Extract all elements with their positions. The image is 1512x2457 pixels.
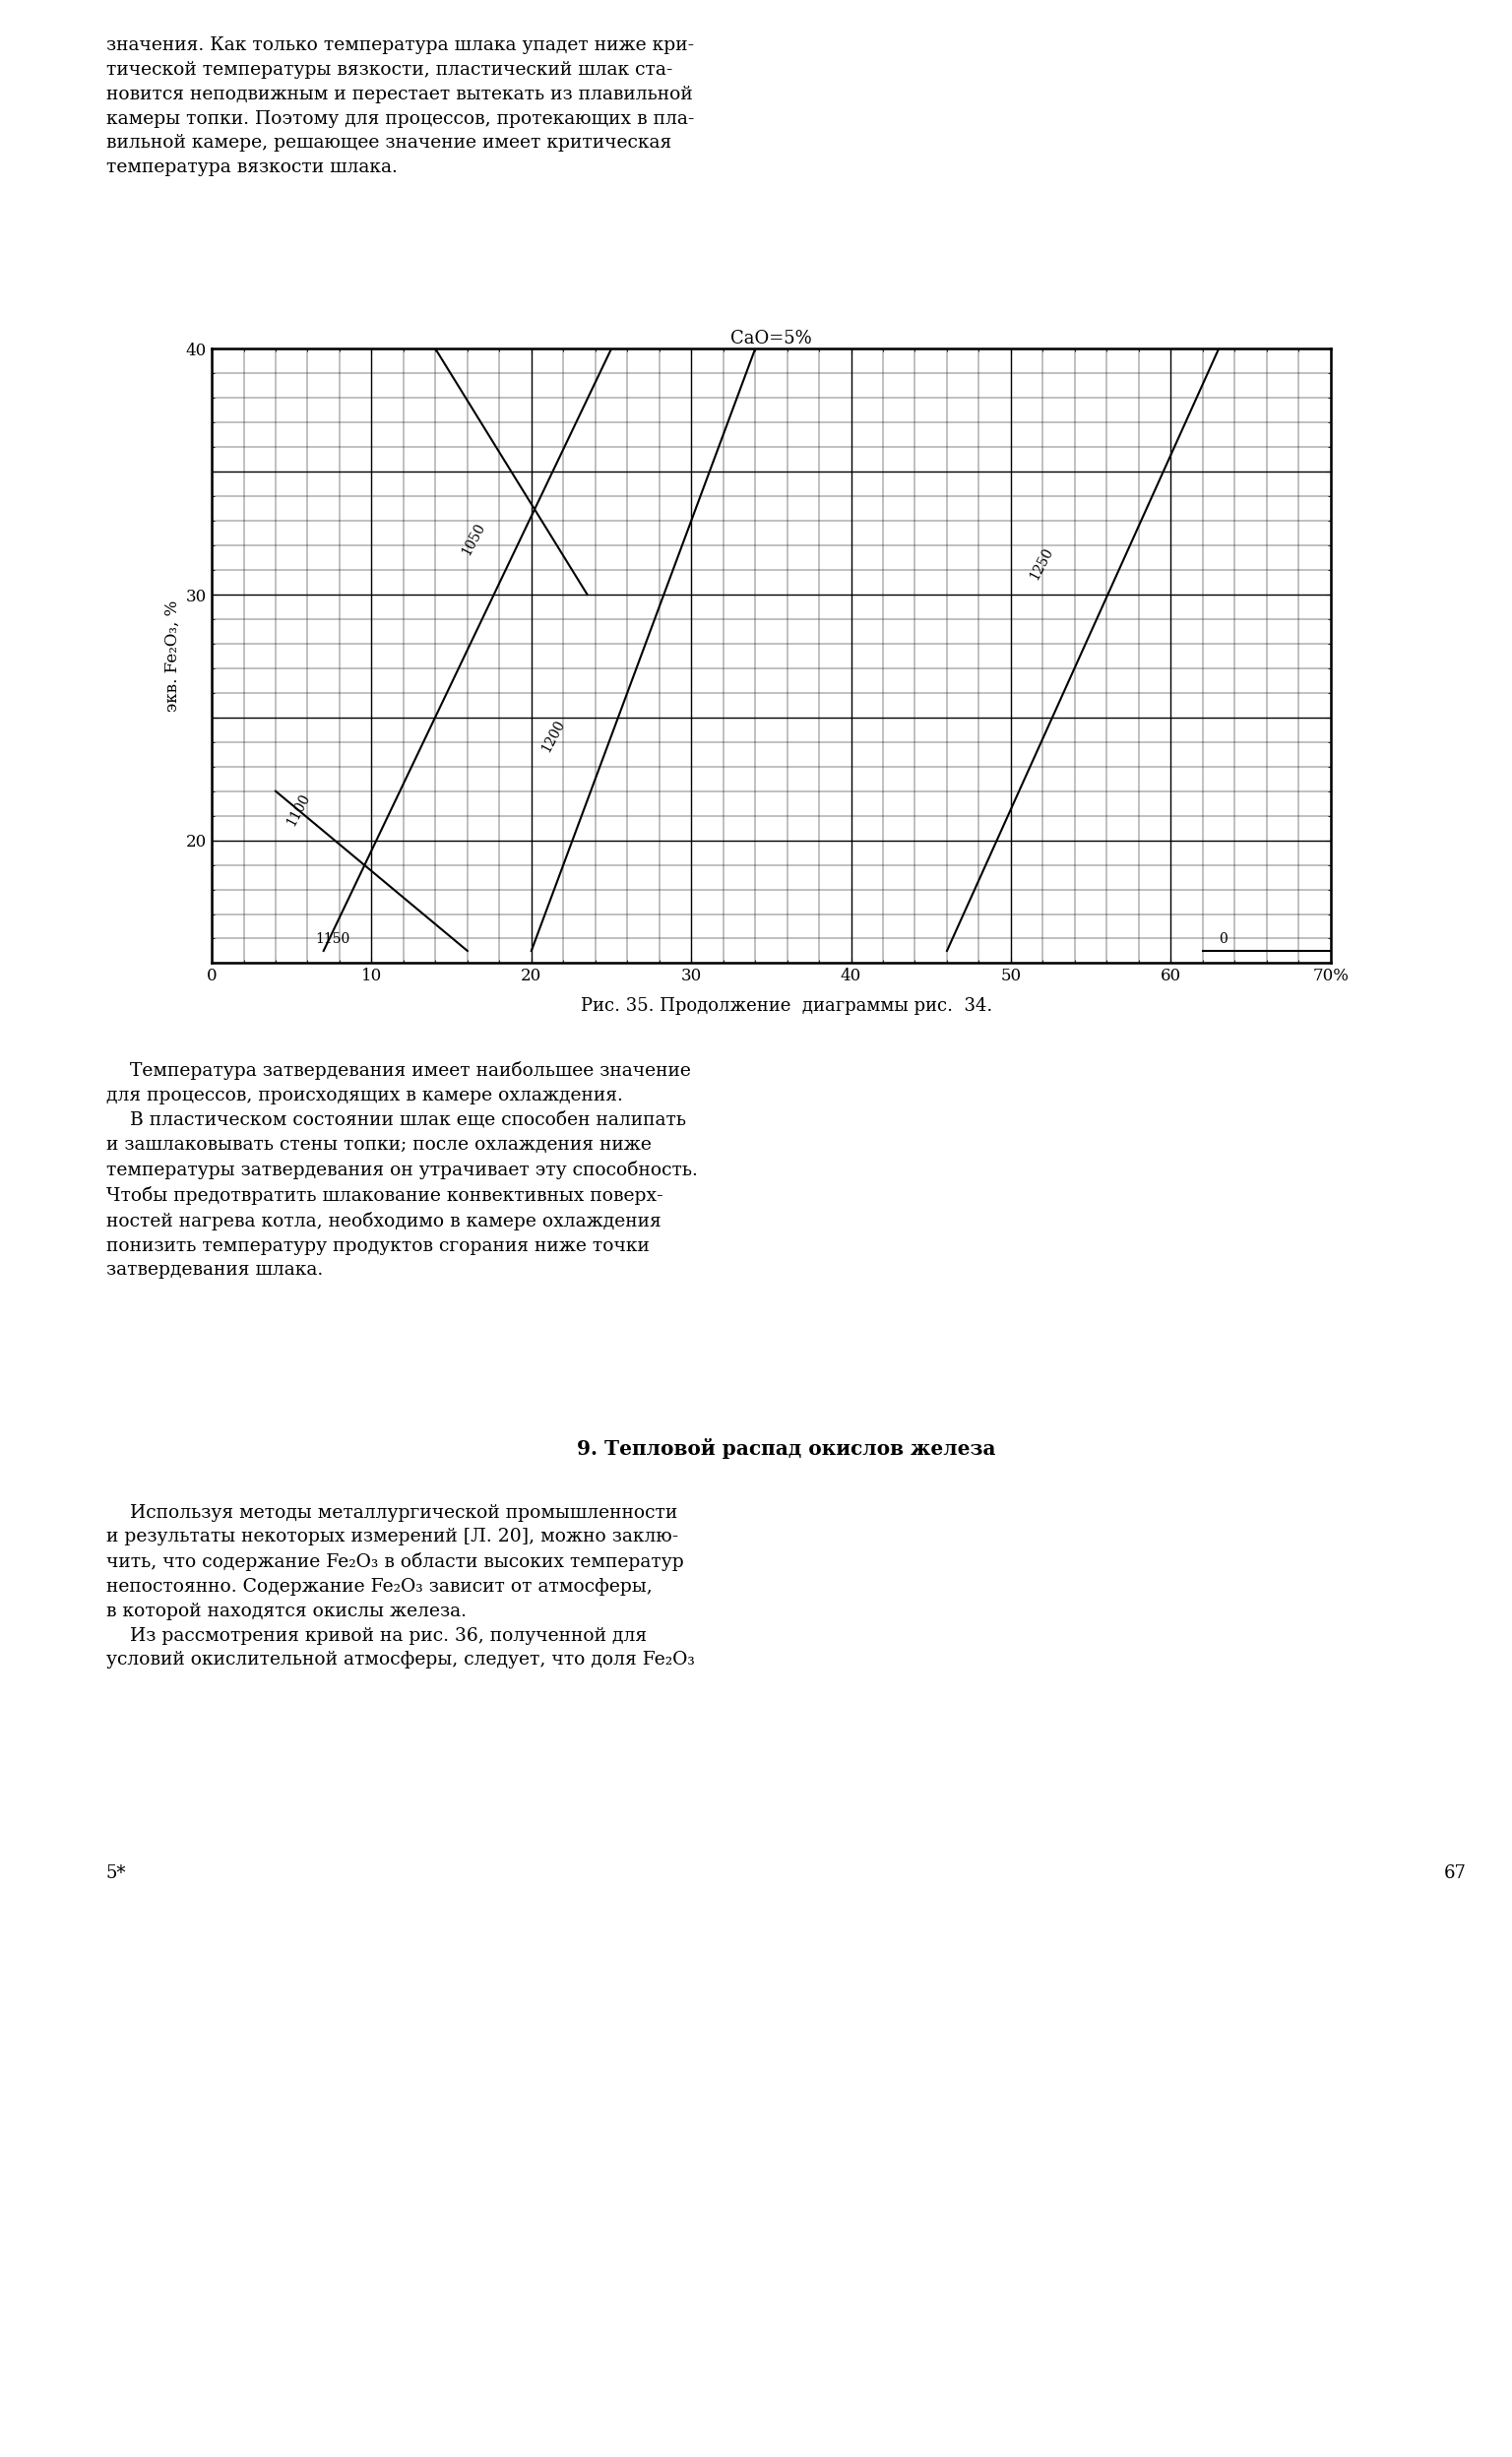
Text: 9. Тепловой распад окислов железа: 9. Тепловой распад окислов железа [576, 1437, 996, 1459]
Text: 1100: 1100 [284, 791, 311, 828]
Text: 67: 67 [1444, 1865, 1467, 1882]
Title: CaO=5%: CaO=5% [730, 329, 812, 346]
Text: значения. Как только температура шлака упадет ниже кри-
тической температуры вяз: значения. Как только температура шлака у… [106, 37, 694, 177]
Text: Используя методы металлургической промышленности
и результаты некоторых измерени: Используя методы металлургической промыш… [106, 1504, 694, 1668]
Text: Температура затвердевания имеет наибольшее значение
для процессов, происходящих : Температура затвердевания имеет наибольш… [106, 1061, 697, 1280]
Text: 0: 0 [1219, 931, 1228, 946]
Y-axis label: экв. Fe₂O₃, %: экв. Fe₂O₃, % [163, 600, 180, 713]
Text: 1250: 1250 [1027, 545, 1055, 582]
Text: 5*: 5* [106, 1865, 125, 1882]
Text: Рис. 35. Продолжение  диаграммы рис.  34.: Рис. 35. Продолжение диаграммы рис. 34. [581, 998, 992, 1015]
Text: 1150: 1150 [316, 931, 351, 946]
Text: 1200: 1200 [540, 717, 567, 754]
Text: 1050: 1050 [460, 521, 488, 558]
